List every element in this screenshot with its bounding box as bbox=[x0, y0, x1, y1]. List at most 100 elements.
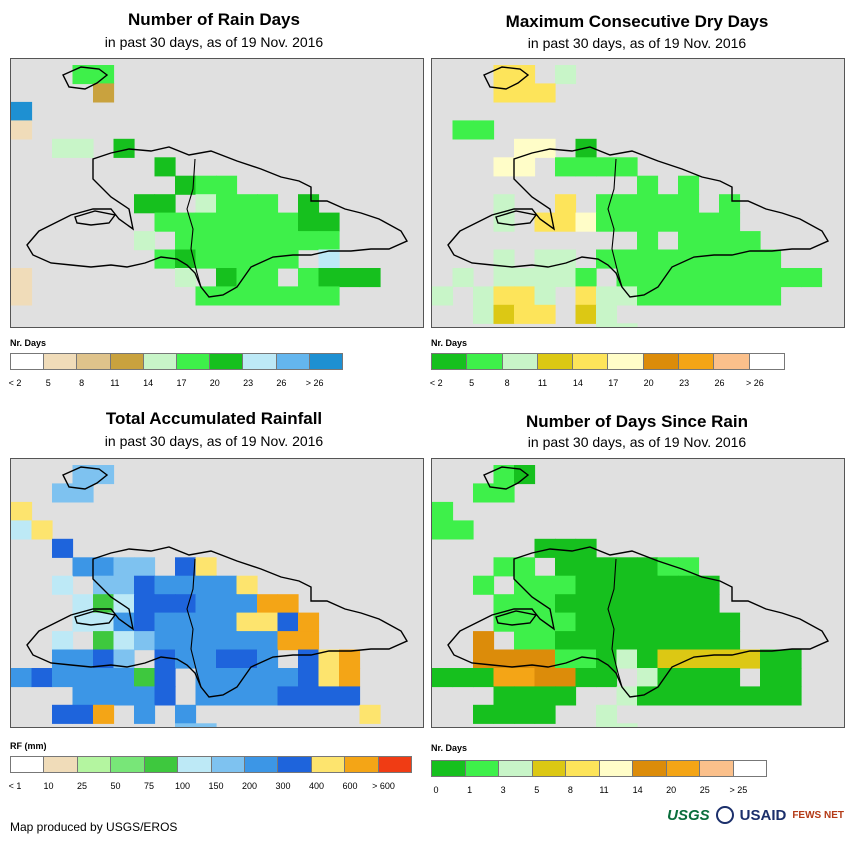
grid-cell bbox=[780, 649, 802, 669]
grid-cell bbox=[678, 557, 700, 577]
legend-swatch bbox=[666, 761, 700, 776]
grid-cell bbox=[52, 538, 74, 558]
grid-cell bbox=[555, 686, 577, 706]
legend-label: 8 bbox=[79, 378, 85, 388]
legend-label: 11 bbox=[537, 378, 548, 388]
grid-cell bbox=[801, 268, 823, 288]
grid-cell bbox=[154, 631, 176, 651]
grid-cell bbox=[739, 268, 761, 288]
grid-cell bbox=[596, 212, 618, 232]
grid-cell bbox=[760, 249, 782, 269]
grid-cell bbox=[72, 612, 94, 632]
grid-cell bbox=[257, 612, 279, 632]
grid-cell bbox=[637, 612, 659, 632]
grid-cell bbox=[134, 557, 156, 577]
grid-cell bbox=[236, 686, 258, 706]
grid-cell bbox=[31, 668, 53, 688]
grid-cell bbox=[596, 594, 618, 614]
grid-cell bbox=[257, 212, 279, 232]
legend-swatch bbox=[177, 354, 211, 369]
map-rain-days bbox=[10, 58, 424, 328]
grid-cell bbox=[195, 231, 217, 251]
grid-cell bbox=[154, 212, 176, 232]
grid-cell bbox=[575, 286, 597, 306]
grid-cell bbox=[698, 594, 720, 614]
grid-cell bbox=[534, 649, 556, 669]
grid-cell bbox=[678, 175, 700, 195]
legend-label: 25 bbox=[76, 781, 88, 791]
gonave-coastline bbox=[74, 210, 117, 226]
grid-cell bbox=[93, 612, 115, 632]
legend-swatch bbox=[276, 354, 310, 369]
legend-swatch bbox=[432, 354, 468, 369]
grid-cell bbox=[637, 175, 659, 195]
legend-label: < 1 bbox=[8, 781, 22, 791]
grid-cell bbox=[719, 231, 741, 251]
grid-cell bbox=[698, 668, 720, 688]
grid-cell bbox=[698, 575, 720, 595]
grid-cell bbox=[195, 194, 217, 214]
legend-swatch bbox=[749, 354, 784, 369]
grid-cell bbox=[277, 594, 299, 614]
legend-swatch bbox=[502, 354, 538, 369]
grid-cell bbox=[739, 249, 761, 269]
grid-cell bbox=[339, 268, 361, 288]
grid-cell bbox=[493, 286, 515, 306]
panel-title-rain-days: Number of Rain Days bbox=[128, 10, 300, 29]
hispaniola-coastline bbox=[26, 546, 409, 698]
legend-label: 17 bbox=[176, 378, 187, 388]
grid-cell bbox=[514, 649, 536, 669]
grid-cell bbox=[616, 594, 638, 614]
grid-cell bbox=[678, 212, 700, 232]
grid-cell bbox=[195, 557, 217, 577]
legend-swatch bbox=[77, 757, 112, 772]
grid-cell bbox=[534, 83, 556, 103]
legend-label: 8 bbox=[504, 378, 510, 388]
grid-cell bbox=[195, 723, 217, 727]
tortuga-coastline bbox=[483, 66, 530, 90]
grid-cell bbox=[216, 594, 238, 614]
legend-label: > 26 bbox=[305, 378, 324, 388]
grid-cell bbox=[277, 668, 299, 688]
grid-cell bbox=[637, 249, 659, 269]
grid-cell bbox=[93, 686, 115, 706]
legend-label: > 26 bbox=[746, 378, 764, 388]
grid-cell bbox=[698, 631, 720, 651]
grid-cell bbox=[473, 668, 495, 688]
grid-cell bbox=[719, 286, 741, 306]
grid-cell bbox=[596, 249, 618, 269]
grid-cell bbox=[637, 231, 659, 251]
grid-cell bbox=[616, 323, 638, 327]
grid-cell bbox=[195, 249, 217, 269]
grid-cell bbox=[596, 323, 618, 327]
legend-label: 11 bbox=[599, 785, 609, 795]
grid-cell bbox=[134, 686, 156, 706]
legend-swatch bbox=[432, 761, 466, 776]
grid-cell bbox=[318, 231, 340, 251]
grid-cell bbox=[616, 612, 638, 632]
grid-cell bbox=[555, 594, 577, 614]
grid-cell bbox=[11, 668, 33, 688]
country-border bbox=[186, 558, 202, 688]
grid-cell bbox=[216, 612, 238, 632]
grid-cell bbox=[72, 649, 94, 669]
grid-cell bbox=[678, 631, 700, 651]
grid-cell bbox=[154, 594, 176, 614]
grid-cell bbox=[575, 268, 597, 288]
grid-cell bbox=[236, 594, 258, 614]
grid-cell bbox=[514, 612, 536, 632]
panel-subtitle-days-since-rain: in past 30 days, as of 19 Nov. 2016 bbox=[527, 434, 747, 450]
legend-swatch bbox=[465, 761, 499, 776]
grid-cell bbox=[596, 704, 618, 724]
grid-cell bbox=[52, 649, 74, 669]
country-border bbox=[607, 158, 623, 288]
grid-cell bbox=[11, 268, 33, 288]
legend-label: 14 bbox=[632, 785, 643, 795]
legend-bar-rain-days bbox=[10, 353, 343, 370]
grid-cell bbox=[93, 649, 115, 669]
grid-cell bbox=[555, 631, 577, 651]
grid-cell bbox=[257, 194, 279, 214]
grid-cell bbox=[236, 231, 258, 251]
legend-label: 1 bbox=[467, 785, 473, 795]
grid-cell bbox=[175, 249, 197, 269]
